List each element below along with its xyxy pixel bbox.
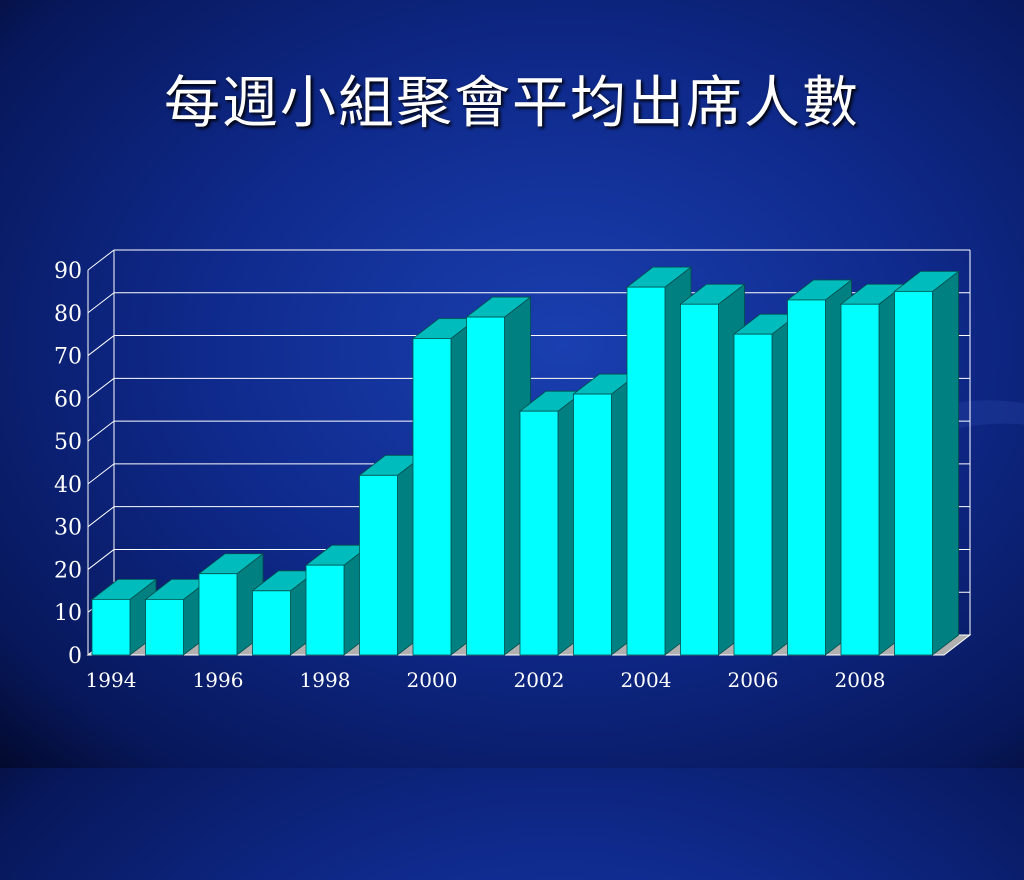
x-tick-label: 1996 [193, 668, 244, 692]
bar-front [519, 410, 559, 656]
x-tick-label: 1994 [86, 668, 137, 692]
gridline-depth [87, 549, 115, 570]
y-axis-ticks: 0 10 20 30 40 50 60 70 80 90 [54, 259, 82, 669]
x-tick-label: 1998 [300, 668, 351, 692]
y-tick-label: 90 [54, 259, 82, 284]
y-tick-label: 40 [54, 473, 82, 498]
bar-front [787, 299, 826, 656]
gridline-depth [87, 377, 115, 399]
gridline-depth [87, 506, 115, 528]
bar-front [680, 303, 719, 656]
bar-front [91, 598, 131, 656]
x-tick-label: 2002 [514, 668, 565, 692]
y-tick-label: 0 [68, 644, 82, 669]
y-tick-label: 10 [54, 601, 82, 626]
bar-front [894, 290, 933, 656]
x-tick-label: 2008 [835, 668, 886, 692]
y-tick-label: 70 [54, 345, 82, 370]
x-axis-ticks: 1994 1996 1998 2000 2002 2004 2006 2008 [86, 668, 886, 692]
gridline-depth [87, 463, 115, 485]
bar-front [359, 474, 398, 656]
bar-front [252, 590, 291, 656]
y-tick-label: 80 [54, 302, 82, 327]
bar-front [198, 573, 238, 656]
y-tick-label: 60 [54, 387, 82, 412]
x-tick-label: 2000 [407, 668, 458, 692]
bar-front [145, 598, 184, 656]
y-tick-label: 50 [54, 430, 82, 455]
bar-front [466, 316, 505, 656]
slide-title: 每週小組聚會平均出席人數 [164, 71, 860, 136]
bar-front [573, 393, 612, 656]
bar-series [90, 266, 960, 656]
x-tick-label: 2006 [728, 668, 779, 692]
bar-chart: 0 10 20 30 40 50 60 70 80 90 1994 1996 1998 2000 2002… [54, 249, 970, 692]
bar-front [626, 286, 666, 656]
gridline-depth [87, 249, 115, 271]
bar [893, 270, 960, 656]
gridline-depth [87, 420, 115, 442]
bar-front [305, 564, 345, 656]
bar-side [932, 270, 959, 656]
gridline-depth [87, 335, 115, 356]
bar-front [840, 303, 880, 656]
y-tick-label: 30 [54, 516, 82, 541]
gridline-depth [87, 292, 115, 314]
y-tick-label: 20 [54, 558, 82, 583]
bar-front [733, 333, 773, 656]
x-tick-label: 2004 [621, 668, 672, 692]
bar-front [412, 338, 452, 656]
